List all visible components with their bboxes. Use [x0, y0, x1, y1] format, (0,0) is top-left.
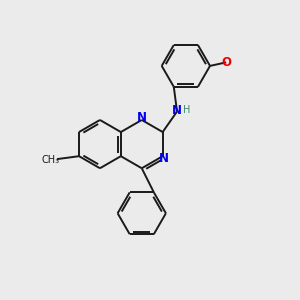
- Text: H: H: [183, 105, 190, 116]
- Text: N: N: [172, 104, 182, 117]
- Text: N: N: [137, 111, 147, 124]
- Text: N: N: [159, 152, 169, 165]
- Text: CH₃: CH₃: [41, 155, 59, 165]
- Text: O: O: [221, 56, 232, 69]
